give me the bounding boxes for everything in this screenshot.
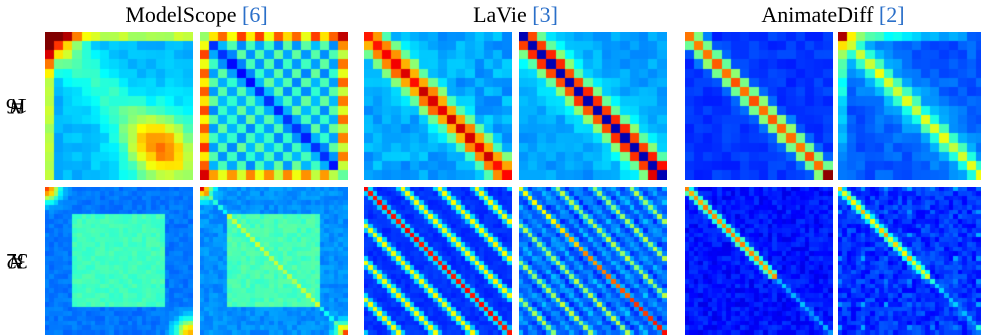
heatmap-modelscope-n16-a <box>45 32 193 180</box>
citation-link[interactable]: [3] <box>532 2 558 27</box>
heatmap-lavie-n16-a <box>364 32 512 180</box>
heatmap-lavie-n16-b <box>519 32 667 180</box>
row-label-n16: N = 16 <box>0 32 34 180</box>
column-title-animatediff: AnimateDiff [2] <box>685 2 981 28</box>
heatmap-animatediff-n16-a <box>685 32 833 180</box>
heatmap-animatediff-n16-b <box>838 32 981 180</box>
heatmap-modelscope-n32-b <box>200 187 348 335</box>
heatmap-lavie-n32-b <box>519 187 667 335</box>
column-title-text: AnimateDiff <box>761 2 874 27</box>
column-title-lavie: LaVie [3] <box>364 2 667 28</box>
citation-link[interactable]: [2] <box>878 2 905 27</box>
row-value: 32 <box>6 249 28 274</box>
column-title-modelscope: ModelScope [6] <box>45 2 348 28</box>
heatmap-modelscope-n32-a <box>45 187 193 335</box>
row-value: 16 <box>6 94 28 119</box>
row-label-n32: N = 32 <box>0 187 34 335</box>
heatmap-animatediff-n32-b <box>838 187 981 335</box>
heatmap-animatediff-n32-a <box>685 187 833 335</box>
heatmap-modelscope-n16-b <box>200 32 348 180</box>
heatmap-lavie-n32-a <box>364 187 512 335</box>
column-title-text: ModelScope <box>125 2 237 27</box>
citation-link[interactable]: [6] <box>242 2 268 27</box>
column-title-text: LaVie <box>473 2 527 27</box>
